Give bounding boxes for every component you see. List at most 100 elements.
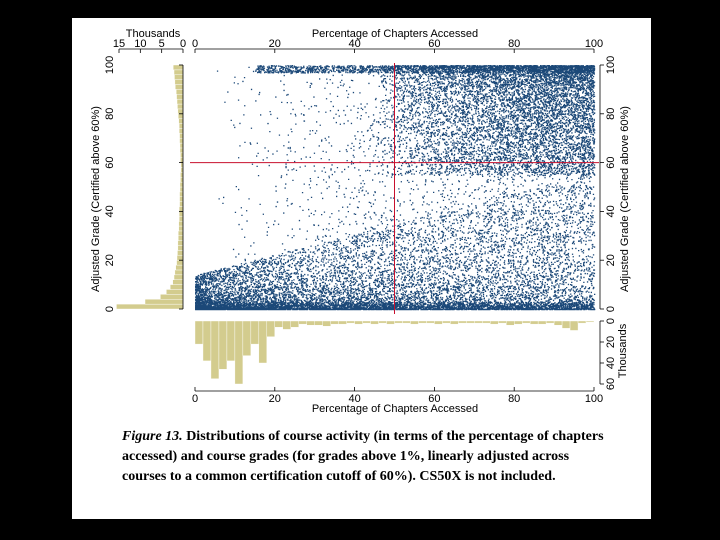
right-axis-tick-label: 20 bbox=[605, 254, 617, 266]
chapters-hist-bar bbox=[314, 320, 323, 326]
grade-hist-bar bbox=[175, 264, 184, 271]
grade-hist-bar bbox=[178, 225, 184, 232]
left-axis-tick-label: 40 bbox=[104, 205, 116, 217]
grade-hist-bar bbox=[175, 84, 184, 90]
left-axis-tick-label: 80 bbox=[104, 108, 116, 120]
grade-hist-bar bbox=[176, 255, 184, 261]
grade-hist-tick-label: 15 bbox=[113, 38, 125, 50]
chapters-hist-bar bbox=[202, 320, 212, 362]
chapters-hist-bar bbox=[258, 320, 268, 364]
right-axis-tick-label: 80 bbox=[605, 108, 617, 120]
chapters-hist-bar bbox=[330, 320, 339, 325]
grade-hist-bar bbox=[172, 64, 184, 71]
left-axis-tick-label: 0 bbox=[104, 306, 116, 312]
grade-hist-bar bbox=[177, 240, 184, 246]
chapters-hist-bar bbox=[386, 320, 395, 325]
bottom-axis-tick-label: 0 bbox=[192, 393, 198, 405]
grade-hist-bar bbox=[179, 181, 184, 188]
chapters-hist-bar bbox=[402, 320, 411, 324]
bottom-axis-tick-label: 100 bbox=[585, 393, 603, 405]
chapters-hist-bar bbox=[585, 320, 595, 323]
chapters-hist-bar bbox=[338, 320, 347, 325]
chapters-hist-tick-label: 60 bbox=[605, 378, 617, 390]
top-axis-title: Percentage of Chapters Accessed bbox=[312, 28, 478, 40]
chapters-hist-bar bbox=[577, 320, 587, 324]
grade-hist-bar bbox=[177, 103, 184, 110]
grade-hist-bar bbox=[173, 274, 184, 280]
left-axis-tick-label: 60 bbox=[104, 156, 116, 168]
chapters-hist-bar bbox=[506, 320, 515, 326]
chapters-hist-bar bbox=[226, 320, 236, 362]
left-axis-title: Adjusted Grade (Certified above 60%) bbox=[90, 106, 102, 292]
grade-hist-bar bbox=[179, 201, 184, 207]
grade-histogram-axis-title: Thousands bbox=[126, 28, 181, 40]
right-axis-tick-label: 0 bbox=[605, 306, 617, 312]
grade-hist-tick-label: 5 bbox=[159, 38, 165, 50]
grade-hist-tick-label: 10 bbox=[134, 38, 146, 50]
chapters-hist-bar bbox=[250, 320, 260, 345]
grade-hist-bar bbox=[179, 186, 184, 193]
grade-hist-bar bbox=[166, 289, 184, 295]
chapters-hist-bar bbox=[394, 320, 403, 324]
grade-hist-bar bbox=[174, 79, 184, 85]
caption-text: Distributions of course activity (in ter… bbox=[122, 429, 604, 484]
chapters-hist-bar bbox=[545, 320, 555, 324]
chapters-hist-bar bbox=[466, 320, 475, 324]
grade-hist-tick-label: 0 bbox=[180, 38, 186, 50]
grade-hist-bar bbox=[175, 89, 184, 95]
grade-hist-bar bbox=[179, 137, 184, 144]
chapters-hist-tick-label: 0 bbox=[605, 318, 617, 324]
chapters-hist-bar bbox=[442, 320, 451, 324]
grade-hist-bar bbox=[173, 69, 184, 75]
top-axis-tick-label: 80 bbox=[508, 38, 520, 50]
grade-hist-bar bbox=[178, 118, 184, 124]
bottom-axis-tick-label: 80 bbox=[508, 393, 520, 405]
right-axis-tick-label: 60 bbox=[605, 156, 617, 168]
grade-hist-bar bbox=[178, 123, 184, 129]
chapters-hist-bar bbox=[370, 320, 379, 325]
chapters-hist-bar bbox=[450, 320, 459, 325]
grade-hist-bar bbox=[144, 299, 184, 305]
chapters-hist-bar bbox=[569, 320, 579, 331]
slide: 0 20 40 60 80 100 0 20 40 60 80 100 0 20 40 60 80 100 0 20 4… bbox=[72, 18, 651, 519]
chapters-hist-bar bbox=[529, 320, 539, 325]
grade-hist-bar bbox=[174, 269, 184, 276]
chapters-hist-bar bbox=[378, 320, 387, 324]
right-axis-tick-label: 100 bbox=[605, 56, 617, 74]
chapters-hist-bar bbox=[354, 320, 363, 325]
right-axis-tick-label: 40 bbox=[605, 205, 617, 217]
chapters-hist-bar bbox=[266, 320, 276, 337]
grade-hist-bar bbox=[178, 211, 184, 217]
scatter-points bbox=[195, 65, 596, 311]
bottom-axis-tick-label: 60 bbox=[428, 393, 440, 405]
chapters-hist-bar bbox=[282, 320, 291, 330]
top-axis-tick-label: 60 bbox=[428, 38, 440, 50]
grade-hist-bar bbox=[178, 128, 184, 134]
top-axis-tick-label: 0 bbox=[192, 38, 198, 50]
grade-hist-bar bbox=[177, 250, 184, 256]
chapters-hist-bar bbox=[242, 320, 252, 356]
chapters-hist-bar bbox=[514, 320, 523, 325]
chapters-hist-bar bbox=[290, 320, 299, 328]
grade-hist-bar bbox=[176, 94, 184, 100]
top-axis-tick-label: 20 bbox=[269, 38, 281, 50]
chapters-hist-bar bbox=[418, 320, 427, 324]
grade-hist-bar bbox=[174, 74, 184, 80]
grade-hist-bar bbox=[169, 284, 184, 290]
grade-hist-bar bbox=[179, 133, 184, 139]
chapters-hist-bar bbox=[306, 320, 315, 326]
grade-hist-bar bbox=[176, 259, 184, 266]
grade-histogram bbox=[116, 64, 184, 310]
scatter-point-cloud bbox=[195, 65, 596, 311]
chapters-hist-bar bbox=[274, 320, 283, 328]
grade-hist-bar bbox=[172, 279, 184, 285]
chapters-hist-bar bbox=[537, 320, 547, 325]
top-axis-tick-label: 40 bbox=[348, 38, 360, 50]
chapters-hist-bar bbox=[498, 320, 507, 324]
grade-hist-bar bbox=[178, 113, 184, 119]
chapters-hist-bar bbox=[322, 320, 331, 327]
chapters-hist-bar bbox=[218, 320, 228, 370]
chapters-hist-bar bbox=[458, 320, 467, 324]
